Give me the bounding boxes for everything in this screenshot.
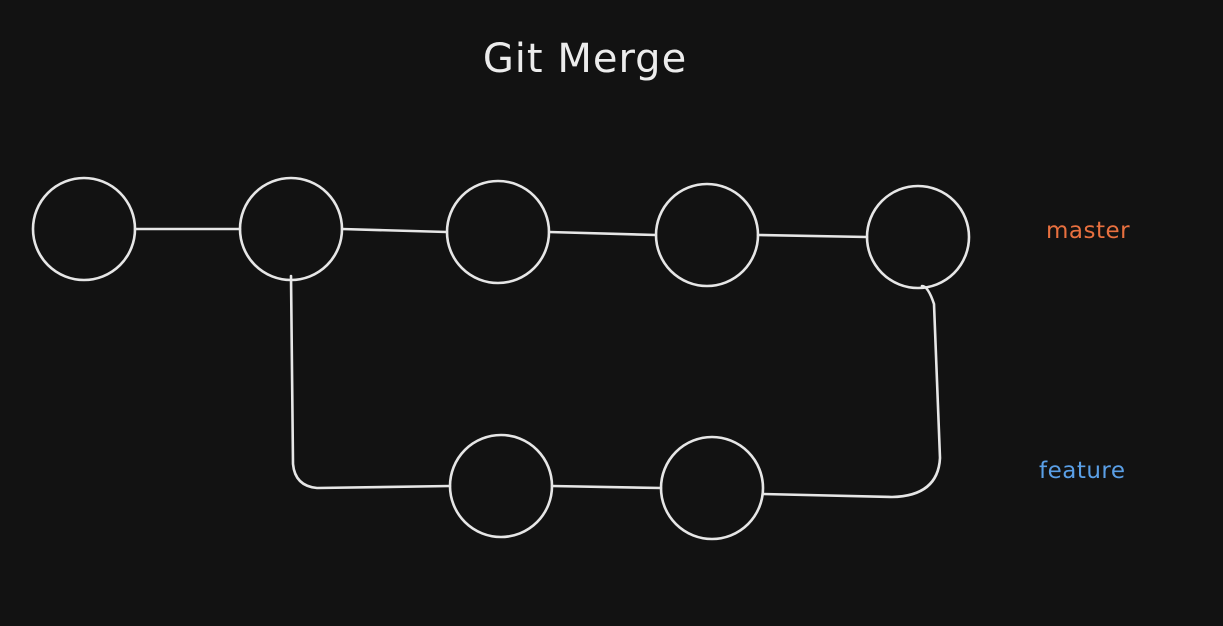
commit-node-m3 <box>445 179 551 285</box>
edge-m3-m4 <box>547 230 658 237</box>
edge-f1-f2 <box>550 484 663 490</box>
commit-node-f1 <box>448 433 554 539</box>
diagram-title: Git Merge <box>482 36 688 82</box>
commits-layer <box>31 176 971 541</box>
branch-label-feature: feature <box>1039 458 1126 484</box>
edges-layer <box>133 227 942 499</box>
commit-node-m4 <box>654 182 760 288</box>
branch-label-master: master <box>1046 218 1131 244</box>
edge-m2-f1 <box>289 274 452 490</box>
commit-node-m1 <box>31 176 137 282</box>
commit-node-f2 <box>659 435 765 541</box>
commit-node-m5 <box>865 184 971 290</box>
edge-m2-m3 <box>340 227 449 234</box>
edge-m4-m5 <box>756 233 869 239</box>
commit-node-m2 <box>238 176 344 282</box>
edge-f2-m5 <box>761 284 942 499</box>
